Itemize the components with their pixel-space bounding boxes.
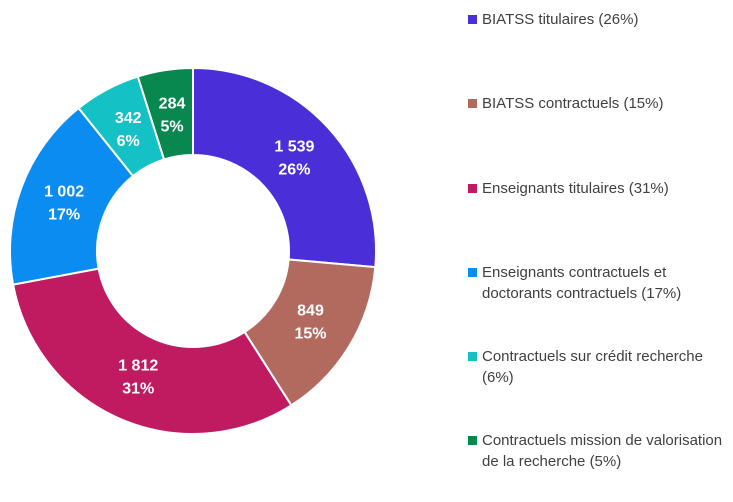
legend-swatch [468,184,477,193]
percentage-label: 31% [122,380,154,397]
legend-label: BIATSS titulaires (26%) [482,11,639,28]
value-label: 342 [115,110,142,127]
legend-item: Enseignants contractuels et doctorants c… [468,262,730,304]
percentage-label: 6% [117,133,140,150]
legend-swatch [468,436,477,445]
value-label: 1 812 [118,357,158,374]
legend-label: Contractuels mission de valorisation de … [482,432,723,470]
value-label: 284 [159,95,186,112]
legend-swatch [468,352,477,361]
legend-label: Contractuels sur crédit recherche (6%) [482,348,703,386]
donut-slice [192,66,377,269]
legend-swatch [468,268,477,277]
value-label: 1 539 [274,138,314,155]
percentage-label: 15% [294,326,326,343]
legend-label: Enseignants titulaires (31%) [482,180,669,197]
donut-chart: 1 539 26% 849 15% 1 812 31% 1 002 17% 342 6% 284 5% [9,66,377,435]
legend-label: Enseignants contractuels et doctorants c… [482,264,682,302]
legend-item: BIATSS titulaires (26%) [468,9,730,30]
legend-swatch [468,15,477,24]
value-label: 1 002 [44,183,84,200]
percentage-label: 5% [160,118,183,135]
value-label: 849 [297,303,324,320]
legend-label: BIATSS contractuels (15%) [482,95,664,112]
donut-slice [136,66,194,161]
percentage-label: 17% [48,206,80,223]
legend-item: Enseignants titulaires (31%) [468,178,730,199]
legend-item: Contractuels mission de valorisation de … [468,430,730,472]
legend-item: BIATSS contractuels (15%) [468,93,730,114]
legend-swatch [468,99,477,108]
donut-slice [11,267,293,435]
legend-item: Contractuels sur crédit recherche (6%) [468,346,730,388]
percentage-label: 26% [278,161,310,178]
donut-slice [9,106,135,286]
